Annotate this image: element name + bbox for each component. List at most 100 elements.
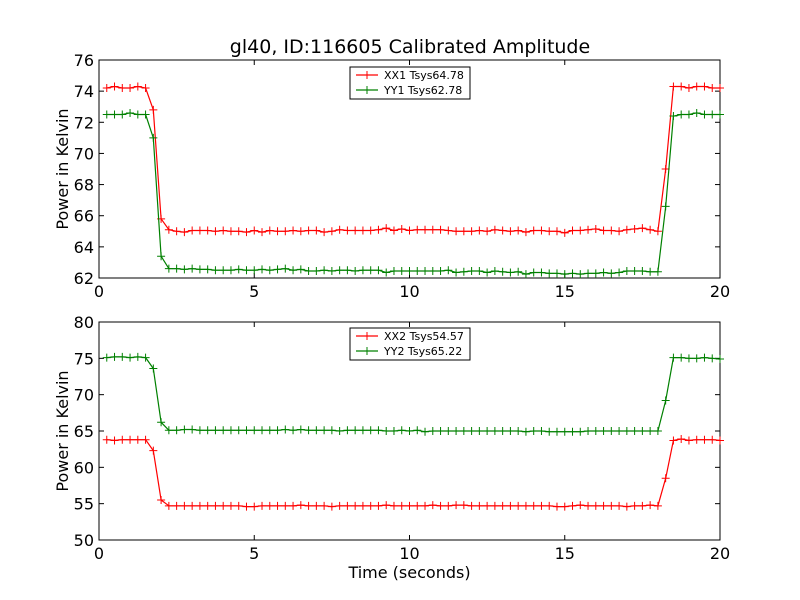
data-point [141,353,150,362]
data-point [684,110,693,119]
x-axis-label: Time (seconds) [347,563,470,582]
data-point [638,224,647,233]
data-point [421,501,430,510]
data-point [335,266,344,275]
data-point [459,427,468,435]
data-point [483,268,492,277]
data-point [537,226,546,235]
data-point [133,352,142,361]
data-point [677,82,686,91]
data-point [591,501,600,510]
data-point [118,352,127,361]
y-tick-label: 64 [74,238,94,257]
data-point [576,226,585,235]
data-point [133,435,142,444]
data-point [312,501,321,510]
data-point [514,501,523,510]
data-point [102,84,111,93]
y-tick-label: 70 [74,386,94,405]
data-point [452,268,461,277]
y-tick-label: 75 [74,349,94,368]
data-point [320,228,329,237]
data-point [172,264,181,273]
data-point [397,501,406,510]
data-point [118,84,127,93]
data-point [141,435,150,444]
y-tick-label: 68 [74,176,94,195]
x-tick-label: 10 [399,544,419,563]
data-point [118,435,127,444]
data-point [630,501,639,510]
data-point [537,268,546,277]
data-point [653,501,662,510]
data-point [661,202,670,211]
x-tick-label: 20 [710,282,730,301]
data-point [716,436,724,445]
data-point [576,427,585,436]
data-point [250,426,259,435]
data-point [366,266,375,275]
x-tick-label: 0 [94,282,104,301]
data-point [498,501,507,510]
data-point [366,226,375,235]
data-point [708,354,717,363]
data-point [677,110,686,119]
data-point [226,266,235,275]
data-point [188,226,197,235]
data-point [692,354,701,363]
data-point [661,396,670,405]
data-point [351,426,360,435]
x-tick-label: 15 [555,544,575,563]
data-point [351,266,360,275]
data-point [343,501,352,510]
data-point [405,427,414,435]
data-point [669,436,678,445]
data-point [459,227,468,236]
data-point [211,426,220,435]
data-point [444,226,453,235]
data-point [568,226,577,235]
data-point [211,501,220,510]
data-point [692,82,701,91]
data-point [172,501,181,510]
data-point [716,110,724,119]
data-point [467,227,476,236]
data-point [312,426,321,435]
data-point [444,501,453,510]
data-point [615,227,624,236]
data-point [475,226,484,235]
data-point [320,501,329,510]
legend-marker [363,347,371,355]
data-point [521,228,530,237]
data-point [708,435,717,444]
y-axis-label: Power in Kelvin [53,370,72,491]
data-point [226,426,235,435]
data-point [164,501,173,510]
y-tick-label: 66 [74,207,94,226]
data-point [304,501,313,510]
data-point [576,270,585,279]
data-point [537,501,546,510]
data-point [459,501,468,510]
data-point [436,266,445,275]
data-point [669,112,678,121]
data-point [265,426,274,435]
data-point [358,501,367,510]
y-tick-label: 70 [74,144,94,163]
data-point [242,502,251,511]
data-point [552,269,561,278]
data-point [211,266,220,275]
data-point [234,265,243,274]
y-axis-label: Power in Kelvin [53,108,72,229]
legend-marker [363,71,371,79]
data-point [552,427,561,436]
data-point [102,353,111,362]
data-point [490,225,499,234]
data-point [289,426,298,435]
data-point [172,426,181,435]
data-point [498,226,507,235]
data-point [343,266,352,275]
data-point [281,425,290,434]
data-point [281,227,290,236]
data-point [180,501,189,510]
